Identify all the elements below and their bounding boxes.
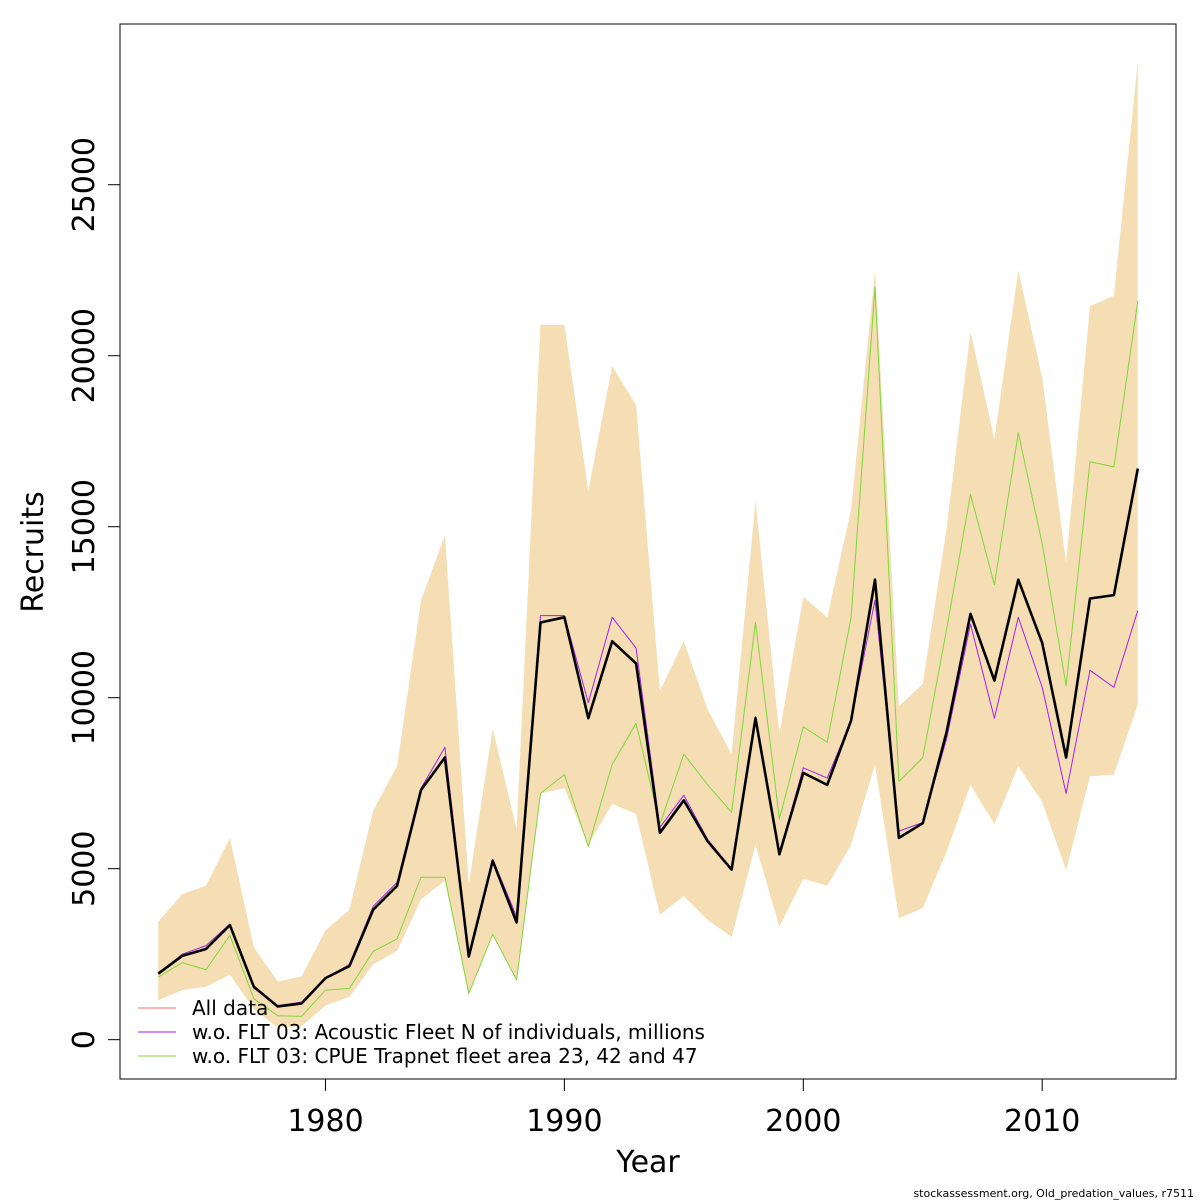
legend-item-wo-acoustic-fleet: w.o. FLT 03: Acoustic Fleet N of individ…: [138, 1020, 705, 1044]
series-line-all-data: [157, 468, 1140, 1008]
y-tick-label: 20000: [67, 308, 102, 403]
legend-label: All data: [192, 996, 268, 1020]
confidence-band: [158, 61, 1138, 1028]
confidence-band-layer: [158, 61, 1138, 1028]
x-axis-title: Year: [615, 1145, 680, 1180]
y-axis: 0 5000 10000 15000 20000 25000: [67, 137, 121, 1049]
x-axis: 1980 1990 2000 2010: [287, 1078, 1080, 1139]
legend-label: w.o. FLT 03: CPUE Trapnet fleet area 23,…: [192, 1044, 698, 1068]
y-tick-label: 15000: [67, 479, 102, 574]
y-axis-title: Recruits: [16, 491, 51, 613]
y-tick-label: 25000: [67, 137, 102, 232]
y-tick-label: 5000: [67, 831, 102, 907]
legend-item-all-data: All data: [138, 996, 268, 1020]
footer-credit: stockassessment.org, Old_predation_value…: [913, 1187, 1194, 1200]
y-tick-label: 0: [67, 1030, 102, 1049]
x-tick-label: 1980: [287, 1104, 363, 1139]
y-tick-label: 10000: [67, 650, 102, 745]
x-tick-label: 1990: [526, 1104, 602, 1139]
legend-item-wo-cpue-trapnet: w.o. FLT 03: CPUE Trapnet fleet area 23,…: [138, 1044, 698, 1068]
x-tick-label: 2010: [1004, 1104, 1080, 1139]
series-line-wo-cpue-trapnet: [157, 286, 1139, 1017]
series-layer: [157, 286, 1140, 1017]
x-tick-label: 2000: [765, 1104, 841, 1139]
legend-label: w.o. FLT 03: Acoustic Fleet N of individ…: [192, 1020, 705, 1044]
